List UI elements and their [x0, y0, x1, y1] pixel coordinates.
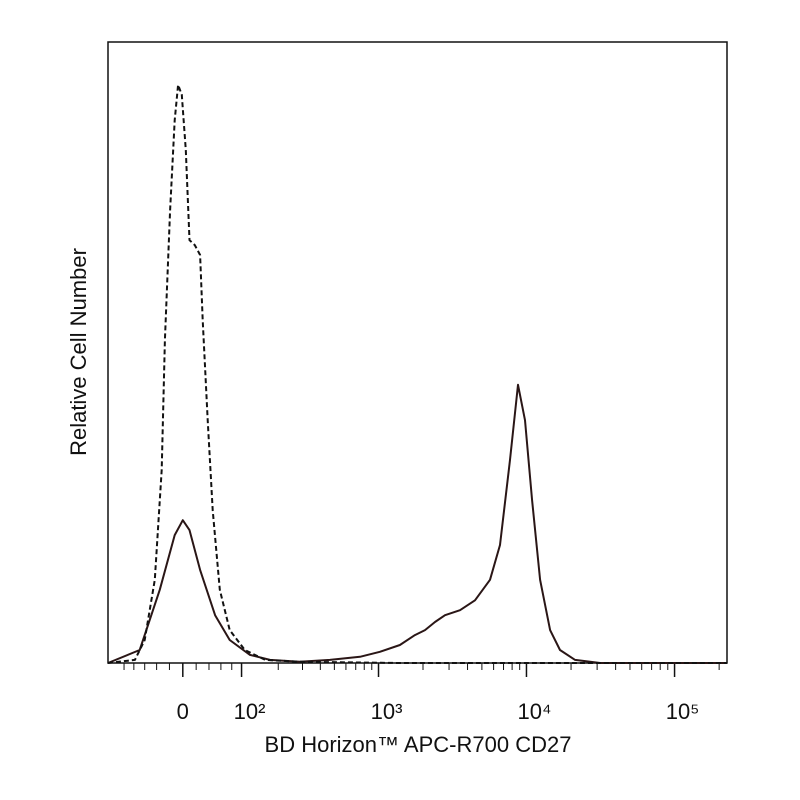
x-tick-label: 10⁵ — [666, 699, 700, 724]
x-axis-label: BD Horizon™ APC-R700 CD27 — [265, 732, 572, 757]
plot-frame — [107, 41, 728, 664]
x-tick-label: 10² — [234, 699, 266, 724]
histogram-line — [107, 383, 727, 664]
x-tick-label: 10³ — [371, 699, 403, 724]
x-tick-label: 0 — [177, 699, 189, 724]
y-axis-label: Relative Cell Number — [66, 248, 91, 456]
x-tick-label: 10⁴ — [517, 699, 551, 724]
histogram-line — [107, 83, 727, 664]
